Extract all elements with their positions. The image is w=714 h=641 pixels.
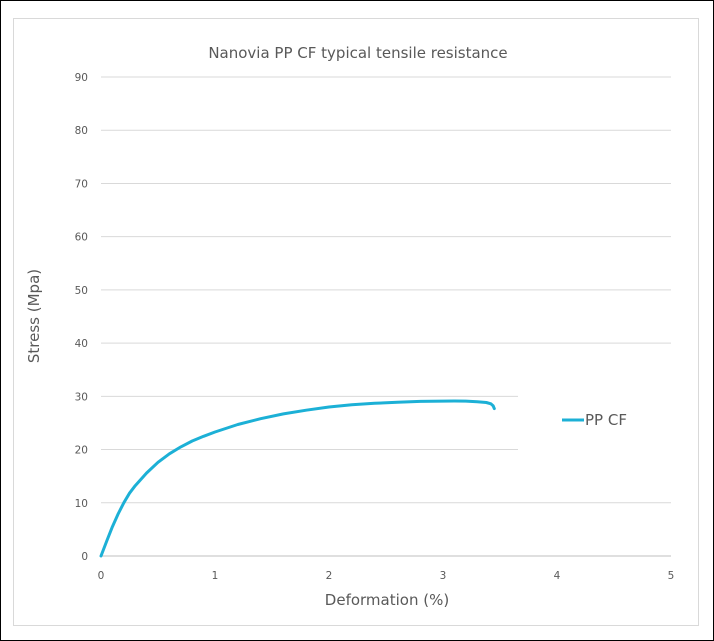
x-axis-label: Deformation (%) bbox=[325, 591, 449, 609]
y-tick-label: 60 bbox=[75, 232, 88, 244]
y-tick-label: 70 bbox=[75, 178, 88, 190]
y-tick-label: 0 bbox=[81, 551, 88, 563]
gridlines bbox=[101, 76, 671, 557]
x-tick-label: 0 bbox=[98, 570, 105, 582]
y-tick-label: 90 bbox=[75, 72, 88, 84]
series-layer bbox=[99, 399, 496, 558]
x-tick-labels: 0 1 2 3 4 5 bbox=[98, 570, 675, 582]
x-tick-label: 5 bbox=[668, 570, 675, 582]
y-tick-labels: 0 10 20 30 40 50 60 70 80 90 bbox=[75, 72, 88, 563]
y-tick-label: 30 bbox=[75, 391, 88, 403]
x-tick-label: 1 bbox=[212, 570, 219, 582]
y-axis-label: Stress (Mpa) bbox=[25, 269, 43, 363]
x-tick-label: 3 bbox=[440, 570, 447, 582]
y-tick-label: 80 bbox=[75, 125, 88, 137]
x-tick-label: 2 bbox=[326, 570, 333, 582]
y-tick-label: 20 bbox=[75, 445, 88, 457]
y-tick-label: 50 bbox=[75, 285, 88, 297]
chart-title: Nanovia PP CF typical tensile resistance bbox=[208, 44, 507, 62]
legend-label-pp-cf: PP CF bbox=[585, 411, 627, 429]
series-line-pp-cf bbox=[99, 399, 496, 558]
x-tick-label: 4 bbox=[554, 570, 561, 582]
y-tick-label: 10 bbox=[75, 498, 88, 510]
legend: PP CF bbox=[562, 411, 627, 429]
chart-area bbox=[13, 18, 699, 626]
y-tick-label: 40 bbox=[75, 338, 88, 350]
